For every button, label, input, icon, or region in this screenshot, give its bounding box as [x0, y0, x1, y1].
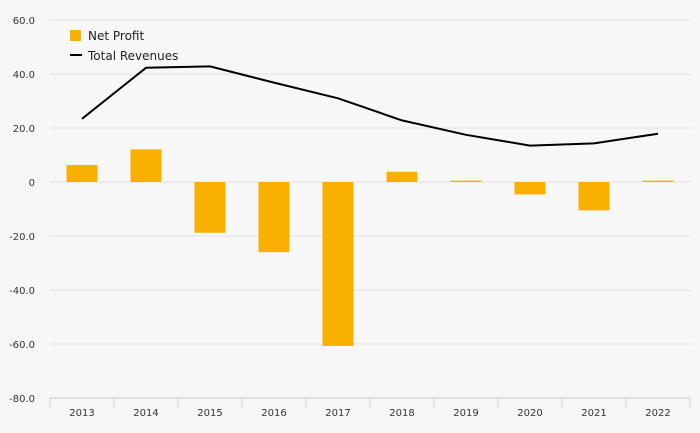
axes: 60.0 40.0 20.0 0 -20.0 -40.0 -60.0 -80.0 2013 201…: [9, 16, 691, 419]
x-tick-label: 2014: [133, 408, 158, 419]
y-tick-label: -40.0: [9, 286, 35, 297]
x-tick-label: 2020: [517, 408, 542, 419]
y-tick-label: 60.0: [13, 16, 35, 27]
x-tick-label: 2018: [389, 408, 414, 419]
bar-net-profit: [130, 149, 162, 182]
x-tick-label: 2022: [645, 408, 670, 419]
bar-net-profit: [258, 182, 290, 253]
bar-net-profit: [66, 164, 98, 182]
y-tick-label: -20.0: [9, 232, 35, 243]
bar-net-profit: [450, 180, 482, 182]
legend-swatch-net-profit: [70, 30, 81, 41]
bar-net-profit: [386, 171, 418, 182]
y-tick-label: 40.0: [13, 70, 35, 81]
line-total-revenues: [81, 65, 659, 147]
y-tick-label: -80.0: [9, 394, 35, 405]
legend-label-net-profit: Net Profit: [88, 29, 144, 43]
x-tick-label: 2019: [453, 408, 478, 419]
net-profit-bars: [66, 149, 674, 346]
x-tick-label: 2016: [261, 408, 286, 419]
total-revenues-line-group: [81, 65, 659, 147]
legend: Net Profit Total Revenues: [70, 29, 178, 63]
legend-label-total-revenues: Total Revenues: [87, 49, 178, 63]
x-tick-label: 2015: [197, 408, 222, 419]
y-tick-label: 0: [29, 178, 35, 189]
x-tick-label: 2017: [325, 408, 350, 419]
bar-net-profit: [194, 182, 226, 233]
bar-net-profit: [322, 182, 354, 346]
bar-net-profit: [514, 182, 546, 195]
bar-net-profit: [642, 180, 674, 182]
y-tick-label: 20.0: [13, 124, 35, 135]
y-tick-label: -60.0: [9, 340, 35, 351]
x-tick-label: 2021: [581, 408, 606, 419]
x-tick-label: 2013: [69, 408, 94, 419]
bar-net-profit: [578, 182, 610, 211]
